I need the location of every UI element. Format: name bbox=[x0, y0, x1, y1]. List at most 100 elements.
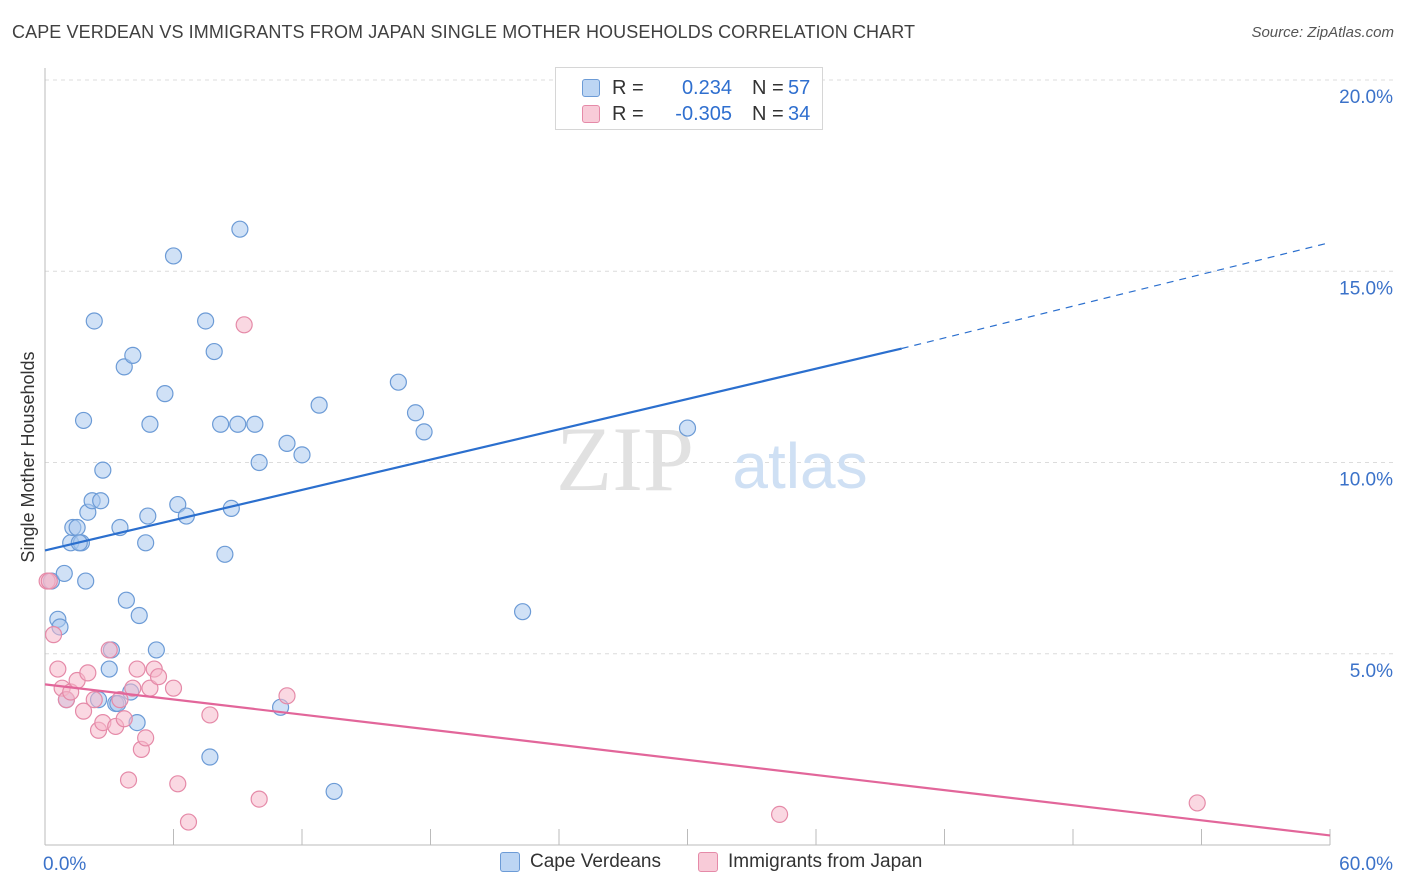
n-label: N = bbox=[752, 76, 784, 99]
data-point-immigrant-japan bbox=[44, 626, 63, 644]
data-point-immigrant-japan bbox=[124, 679, 142, 697]
data-point-immigrant-japan bbox=[119, 771, 138, 789]
chart-title: CAPE VERDEAN VS IMMIGRANTS FROM JAPAN SI… bbox=[12, 22, 916, 42]
data-point-cape-verdean bbox=[212, 415, 230, 433]
data-point-cape-verdean bbox=[100, 660, 118, 678]
data-point-cape-verdean bbox=[246, 415, 264, 433]
trend-lines bbox=[44, 241, 1331, 837]
x-tick-label: 60.0% bbox=[1339, 854, 1393, 875]
axes bbox=[44, 68, 1331, 846]
series-legend: Cape Verdeans Immigrants from Japan bbox=[0, 851, 1406, 877]
data-point-immigrant-japan bbox=[235, 316, 253, 334]
data-point-immigrant-japan bbox=[100, 641, 118, 659]
data-point-immigrant-japan bbox=[770, 805, 789, 824]
data-point-cape-verdean bbox=[406, 404, 425, 422]
legend-swatch-pink bbox=[698, 852, 718, 872]
data-point-immigrant-japan bbox=[149, 668, 168, 686]
data-point-immigrant-japan bbox=[1188, 794, 1206, 812]
legend-swatch-blue bbox=[500, 852, 520, 872]
data-point-cape-verdean bbox=[415, 423, 433, 441]
data-point-cape-verdean bbox=[74, 411, 93, 430]
y-tick-label: 5.0% bbox=[1350, 661, 1393, 682]
data-point-immigrant-japan bbox=[169, 775, 187, 793]
data-point-cape-verdean bbox=[231, 220, 249, 238]
data-point-cape-verdean bbox=[229, 415, 247, 433]
data-point-cape-verdean bbox=[141, 415, 159, 433]
legend-label: Immigrants from Japan bbox=[728, 851, 923, 872]
data-point-immigrant-japan bbox=[74, 702, 93, 720]
legend-row-immigrants-japan: R = -0.305 N = 34 bbox=[582, 102, 810, 126]
data-point-cape-verdean bbox=[169, 495, 187, 514]
data-point-immigrant-japan bbox=[164, 679, 183, 697]
data-point-cape-verdean bbox=[130, 606, 148, 625]
data-point-immigrant-japan bbox=[179, 813, 198, 831]
data-point-cape-verdean bbox=[389, 373, 407, 391]
data-point-cape-verdean bbox=[92, 492, 110, 510]
data-point-cape-verdean bbox=[293, 446, 311, 464]
data-point-cape-verdean bbox=[310, 396, 328, 414]
data-point-immigrant-japan bbox=[278, 687, 296, 705]
data-point-immigrant-japan bbox=[128, 660, 146, 678]
data-point-cape-verdean bbox=[201, 748, 219, 766]
data-point-immigrant-japan bbox=[137, 729, 155, 747]
r-value: -0.305 bbox=[675, 102, 732, 125]
r-value: 0.234 bbox=[681, 76, 732, 99]
trend-line-cape-verdeans bbox=[44, 347, 902, 552]
legend-item-immigrants-japan: Immigrants from Japan bbox=[698, 851, 922, 873]
x-tick-label: 0.0% bbox=[43, 854, 86, 875]
series-immigrants-japan bbox=[38, 316, 1206, 831]
watermark: ZIP atlas bbox=[556, 408, 868, 510]
y-tick-label: 15.0% bbox=[1339, 278, 1393, 299]
legend-label: Cape Verdeans bbox=[530, 851, 661, 872]
n-label: N = bbox=[752, 102, 784, 125]
watermark-zip: ZIP bbox=[556, 408, 694, 510]
data-point-cape-verdean bbox=[115, 358, 133, 376]
data-point-immigrant-japan bbox=[79, 664, 97, 682]
data-point-cape-verdean bbox=[117, 591, 135, 609]
data-point-cape-verdean bbox=[156, 385, 174, 403]
r-label: R = bbox=[612, 102, 644, 125]
data-point-cape-verdean bbox=[278, 434, 296, 452]
data-point-cape-verdean bbox=[139, 507, 157, 525]
data-point-immigrant-japan bbox=[40, 572, 58, 590]
y-tick-label: 20.0% bbox=[1339, 87, 1393, 108]
data-point-cape-verdean bbox=[77, 572, 95, 590]
data-point-cape-verdean bbox=[250, 453, 268, 472]
trend-line-cape-verdeans-extension bbox=[901, 241, 1331, 350]
data-point-cape-verdean bbox=[137, 534, 155, 552]
legend-swatch-blue bbox=[582, 79, 600, 97]
data-point-cape-verdean bbox=[124, 346, 142, 364]
data-point-cape-verdean bbox=[205, 342, 223, 361]
data-point-cape-verdean bbox=[164, 247, 183, 265]
data-point-immigrant-japan bbox=[49, 660, 67, 678]
legend-swatch-pink bbox=[582, 105, 600, 123]
data-point-immigrant-japan bbox=[85, 691, 103, 709]
data-point-cape-verdean bbox=[85, 312, 103, 330]
correlation-legend: R = 0.234 N = 57 R = -0.305 N = 34 bbox=[555, 67, 823, 130]
source-label: Source: ZipAtlas.com bbox=[1251, 24, 1394, 41]
legend-row-cape-verdeans: R = 0.234 N = 57 bbox=[582, 76, 810, 100]
trend-line-immigrants-japan bbox=[44, 683, 1331, 837]
data-point-cape-verdean bbox=[216, 545, 234, 563]
data-point-immigrant-japan bbox=[250, 790, 268, 808]
data-point-immigrant-japan bbox=[115, 710, 133, 728]
gridlines bbox=[45, 79, 1395, 655]
data-point-cape-verdean bbox=[513, 603, 532, 621]
data-point-immigrant-japan bbox=[111, 691, 129, 709]
data-point-immigrant-japan bbox=[201, 706, 219, 724]
series-cape-verdeans bbox=[42, 220, 697, 801]
r-label: R = bbox=[612, 76, 644, 99]
legend-item-cape-verdeans: Cape Verdeans bbox=[500, 851, 661, 873]
data-point-cape-verdean bbox=[94, 461, 112, 479]
watermark-atlas: atlas bbox=[732, 430, 867, 502]
y-tick-label: 10.0% bbox=[1339, 470, 1393, 491]
n-value: 57 bbox=[788, 76, 811, 99]
data-point-cape-verdean bbox=[55, 564, 73, 583]
data-point-cape-verdean bbox=[68, 518, 86, 537]
data-point-cape-verdean bbox=[678, 419, 697, 437]
data-point-cape-verdean bbox=[197, 312, 215, 330]
n-value: 34 bbox=[788, 102, 811, 125]
y-axis-label: Single Mother Households bbox=[18, 351, 38, 562]
tick-labels: 5.0% 10.0% 15.0% 20.0% 0.0% 60.0% bbox=[43, 87, 1393, 875]
